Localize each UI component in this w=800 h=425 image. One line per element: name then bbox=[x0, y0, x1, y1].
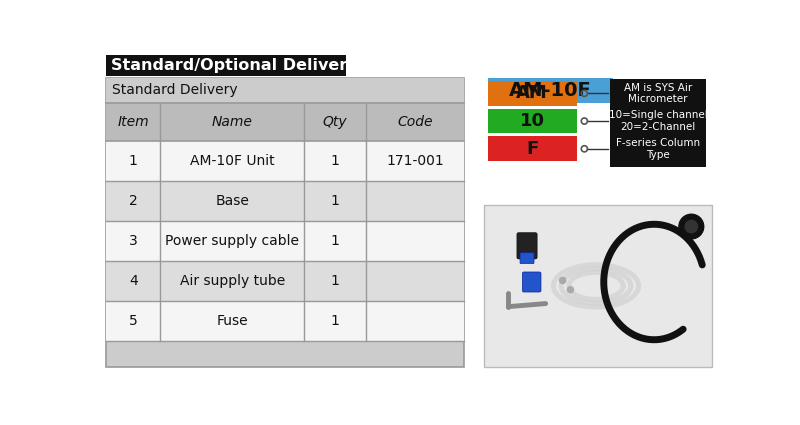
Text: 1: 1 bbox=[330, 314, 339, 328]
Text: 10=Single channel
20=2-Channel: 10=Single channel 20=2-Channel bbox=[609, 110, 707, 132]
Text: Name: Name bbox=[212, 115, 253, 129]
Text: Standard/Optional Delivery: Standard/Optional Delivery bbox=[111, 58, 358, 73]
FancyBboxPatch shape bbox=[487, 78, 613, 102]
FancyBboxPatch shape bbox=[106, 78, 464, 102]
Text: AM-10F Unit: AM-10F Unit bbox=[190, 154, 274, 168]
FancyBboxPatch shape bbox=[106, 221, 464, 261]
FancyBboxPatch shape bbox=[487, 109, 577, 133]
Text: AM: AM bbox=[516, 84, 548, 102]
FancyBboxPatch shape bbox=[106, 102, 464, 141]
Text: Standard Delivery: Standard Delivery bbox=[112, 83, 238, 97]
Circle shape bbox=[685, 221, 698, 233]
Text: AM-10F: AM-10F bbox=[509, 81, 592, 100]
FancyBboxPatch shape bbox=[106, 261, 464, 301]
FancyBboxPatch shape bbox=[487, 81, 577, 106]
Circle shape bbox=[559, 278, 566, 283]
Text: Base: Base bbox=[215, 194, 249, 208]
Text: 5: 5 bbox=[129, 314, 138, 328]
FancyBboxPatch shape bbox=[520, 253, 534, 264]
Text: 1: 1 bbox=[129, 154, 138, 168]
FancyBboxPatch shape bbox=[106, 301, 464, 341]
FancyBboxPatch shape bbox=[484, 205, 712, 367]
Circle shape bbox=[567, 286, 574, 293]
Text: 4: 4 bbox=[129, 274, 138, 288]
FancyBboxPatch shape bbox=[106, 181, 464, 221]
Text: 1: 1 bbox=[330, 194, 339, 208]
Text: 10: 10 bbox=[519, 112, 545, 130]
Text: F: F bbox=[526, 140, 538, 158]
Text: 1: 1 bbox=[330, 234, 339, 248]
Text: Fuse: Fuse bbox=[216, 314, 248, 328]
Text: 2: 2 bbox=[129, 194, 138, 208]
Text: AM is SYS Air
Micrometer: AM is SYS Air Micrometer bbox=[624, 82, 692, 104]
FancyBboxPatch shape bbox=[106, 141, 464, 181]
FancyBboxPatch shape bbox=[106, 55, 346, 76]
Text: F-series Column
Type: F-series Column Type bbox=[616, 138, 700, 160]
FancyBboxPatch shape bbox=[522, 272, 541, 292]
Text: 3: 3 bbox=[129, 234, 138, 248]
Text: Code: Code bbox=[398, 115, 433, 129]
FancyBboxPatch shape bbox=[610, 106, 706, 136]
Text: 171-001: 171-001 bbox=[386, 154, 444, 168]
FancyBboxPatch shape bbox=[487, 136, 577, 161]
Text: Qty: Qty bbox=[322, 115, 347, 129]
Text: Item: Item bbox=[118, 115, 149, 129]
FancyBboxPatch shape bbox=[610, 79, 706, 108]
Text: 1: 1 bbox=[330, 154, 339, 168]
Text: 1: 1 bbox=[330, 274, 339, 288]
Circle shape bbox=[679, 214, 704, 239]
FancyBboxPatch shape bbox=[106, 78, 464, 367]
Text: Power supply cable: Power supply cable bbox=[165, 234, 299, 248]
FancyBboxPatch shape bbox=[517, 233, 537, 259]
FancyBboxPatch shape bbox=[610, 130, 706, 167]
Text: Air supply tube: Air supply tube bbox=[179, 274, 285, 288]
